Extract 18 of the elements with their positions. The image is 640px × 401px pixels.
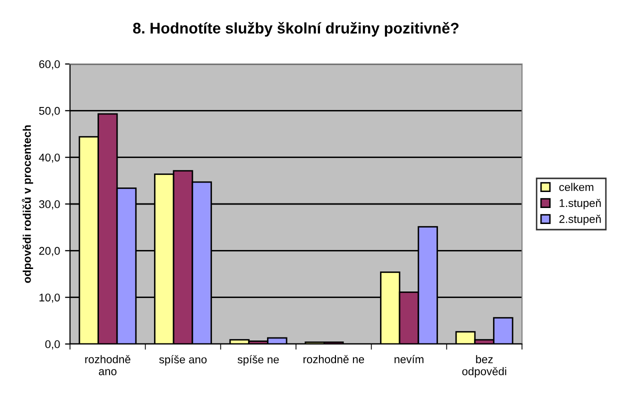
legend-label: celkem — [559, 182, 594, 192]
x-tick-label: spíše ano — [159, 355, 207, 366]
y-tick-label: 0,0 — [45, 340, 60, 350]
x-tick-label: nevím — [394, 354, 424, 364]
x-tick-label: rozhodně ne — [304, 355, 364, 364]
x-tick-label: spíše ne — [238, 355, 279, 366]
chart-title: 8. Hodnotíte služby školní družiny pozitivně? — [133, 22, 459, 37]
y-tick-label: 60,0 — [39, 60, 60, 70]
x-tick-label: rozhodně ano — [85, 355, 130, 376]
y-axis-title: odpovědi rodičů v procentech — [22, 125, 34, 283]
y-tick-label: 30,0 — [39, 200, 60, 210]
legend-label: 1.stupeň — [560, 198, 601, 210]
legend-label: 2.stupeň — [559, 214, 601, 226]
y-tick-label: 50,0 — [39, 106, 60, 116]
y-tick-label: 40,0 — [38, 154, 60, 163]
y-tick-label: 20,0 — [39, 246, 60, 256]
y-tick-label: 10,0 — [40, 294, 60, 303]
x-tick-label: bez odpovědi — [462, 355, 506, 378]
